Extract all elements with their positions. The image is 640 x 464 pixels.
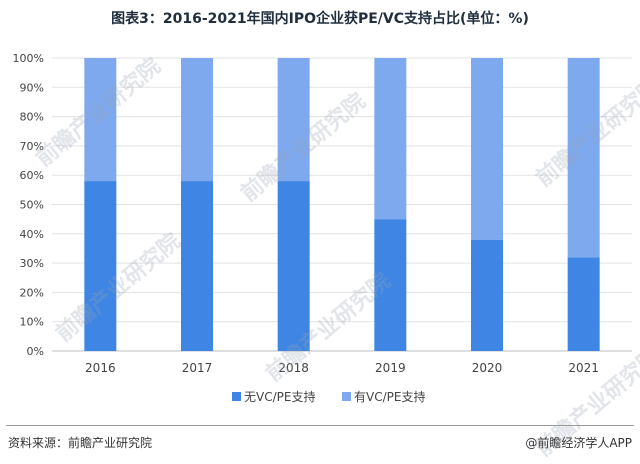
legend-swatch: [342, 392, 351, 401]
y-tick-label: 0%: [27, 345, 44, 358]
bar-with-vcpe: [181, 58, 213, 182]
bar-with-vcpe: [84, 58, 117, 182]
bar-with-vcpe: [374, 58, 407, 220]
bar-without-vcpe: [181, 181, 213, 351]
chart-title: 图表3：2016-2021年国内IPO企业获PE/VC支持占比(单位：%): [111, 11, 529, 27]
y-tick-label: 40%: [20, 228, 44, 241]
y-tick-label: 60%: [20, 169, 44, 182]
legend-label: 无VC/PE支持: [244, 389, 315, 404]
legend-label: 有VC/PE支持: [354, 389, 425, 404]
x-tick-label: 2019: [375, 361, 406, 375]
bar-with-vcpe: [471, 58, 503, 240]
bar-without-vcpe: [374, 219, 407, 351]
y-tick-label: 70%: [20, 140, 44, 153]
x-tick-label: 2017: [182, 361, 213, 375]
y-tick-label: 20%: [20, 286, 44, 299]
y-tick-label: 100%: [13, 52, 44, 65]
x-tick-label: 2018: [278, 361, 309, 375]
y-tick-label: 10%: [20, 316, 44, 329]
x-tick-label: 2020: [472, 361, 503, 375]
x-tick-label: 2021: [568, 361, 599, 375]
y-tick-label: 50%: [20, 199, 44, 212]
bar-with-vcpe: [277, 58, 310, 182]
credit-note: @前瞻经济学人APP: [525, 436, 632, 450]
y-tick-label: 30%: [20, 257, 44, 270]
y-tick-label: 80%: [20, 111, 44, 124]
x-tick-label: 2016: [85, 361, 116, 375]
bar-without-vcpe: [84, 181, 117, 351]
source-note: 资料来源：前瞻产业研究院: [8, 436, 153, 450]
bar-with-vcpe: [567, 58, 600, 258]
legend-swatch: [232, 392, 241, 401]
bar-without-vcpe: [277, 181, 310, 351]
bar-without-vcpe: [471, 239, 503, 351]
footer-divider: [6, 425, 634, 426]
y-tick-label: 90%: [20, 81, 44, 94]
bar-without-vcpe: [567, 257, 600, 351]
